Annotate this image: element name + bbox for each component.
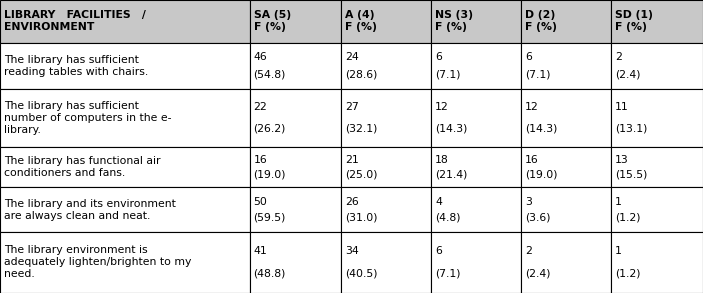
- Text: (2.4): (2.4): [525, 268, 550, 278]
- Bar: [0, 232, 250, 293]
- Text: (59.5): (59.5): [254, 212, 286, 223]
- Bar: [341, 0, 431, 43]
- Bar: [431, 187, 521, 232]
- Bar: [0, 43, 250, 89]
- Text: (14.3): (14.3): [525, 123, 557, 133]
- Text: 6: 6: [435, 52, 441, 62]
- Bar: [521, 146, 611, 187]
- Text: (21.4): (21.4): [435, 169, 467, 179]
- Bar: [521, 0, 611, 43]
- Text: 16: 16: [254, 154, 267, 165]
- Bar: [431, 89, 521, 146]
- Text: 50: 50: [254, 197, 267, 207]
- Bar: [431, 43, 521, 89]
- Bar: [341, 232, 431, 293]
- Text: 41: 41: [254, 246, 267, 256]
- Text: A (4)
F (%): A (4) F (%): [345, 10, 377, 32]
- Text: (14.3): (14.3): [435, 123, 467, 133]
- Text: SA (5)
F (%): SA (5) F (%): [254, 10, 290, 32]
- Bar: [250, 232, 341, 293]
- Text: The library and its environment
are always clean and neat.: The library and its environment are alwa…: [4, 199, 176, 221]
- Text: (15.5): (15.5): [615, 169, 647, 179]
- Text: (19.0): (19.0): [525, 169, 557, 179]
- Text: (48.8): (48.8): [254, 268, 286, 278]
- Text: SD (1)
F (%): SD (1) F (%): [615, 10, 653, 32]
- Text: The library has sufficient
number of computers in the e-
library.: The library has sufficient number of com…: [4, 101, 172, 135]
- Bar: [0, 187, 250, 232]
- Text: (7.1): (7.1): [435, 69, 460, 79]
- Bar: [341, 89, 431, 146]
- Text: 2: 2: [525, 246, 531, 256]
- Text: 6: 6: [435, 246, 441, 256]
- Text: 13: 13: [615, 154, 628, 165]
- Text: 1: 1: [615, 197, 621, 207]
- Text: 12: 12: [435, 103, 449, 113]
- Text: (3.6): (3.6): [525, 212, 550, 223]
- Bar: [250, 0, 341, 43]
- Text: 3: 3: [525, 197, 531, 207]
- Bar: [611, 232, 703, 293]
- Text: (19.0): (19.0): [254, 169, 286, 179]
- Bar: [611, 146, 703, 187]
- Text: (2.4): (2.4): [615, 69, 640, 79]
- Text: (32.1): (32.1): [345, 123, 378, 133]
- Bar: [611, 89, 703, 146]
- Bar: [0, 89, 250, 146]
- Text: 1: 1: [615, 246, 621, 256]
- Text: 16: 16: [525, 154, 538, 165]
- Bar: [250, 89, 341, 146]
- Text: 26: 26: [345, 197, 359, 207]
- Text: 22: 22: [254, 103, 267, 113]
- Text: LIBRARY   FACILITIES   /
ENVIRONMENT: LIBRARY FACILITIES / ENVIRONMENT: [4, 10, 146, 32]
- Bar: [0, 146, 250, 187]
- Bar: [341, 146, 431, 187]
- Text: (40.5): (40.5): [345, 268, 378, 278]
- Bar: [611, 43, 703, 89]
- Text: The library environment is
adequately lighten/brighten to my
need.: The library environment is adequately li…: [4, 246, 191, 280]
- Bar: [521, 187, 611, 232]
- Text: 34: 34: [345, 246, 359, 256]
- Text: (54.8): (54.8): [254, 69, 286, 79]
- Bar: [341, 43, 431, 89]
- Bar: [431, 146, 521, 187]
- Bar: [521, 89, 611, 146]
- Text: The library has sufficient
reading tables with chairs.: The library has sufficient reading table…: [4, 55, 148, 77]
- Text: (7.1): (7.1): [435, 268, 460, 278]
- Bar: [250, 43, 341, 89]
- Text: 27: 27: [345, 103, 359, 113]
- Text: 11: 11: [615, 103, 628, 113]
- Text: (4.8): (4.8): [435, 212, 460, 223]
- Bar: [431, 232, 521, 293]
- Text: D (2)
F (%): D (2) F (%): [525, 10, 557, 32]
- Text: 21: 21: [345, 154, 359, 165]
- Text: 24: 24: [345, 52, 359, 62]
- Text: (13.1): (13.1): [615, 123, 647, 133]
- Text: (1.2): (1.2): [615, 268, 640, 278]
- Bar: [521, 232, 611, 293]
- Text: (31.0): (31.0): [345, 212, 378, 223]
- Bar: [0, 0, 250, 43]
- Text: NS (3)
F (%): NS (3) F (%): [435, 10, 473, 32]
- Bar: [341, 187, 431, 232]
- Text: 46: 46: [254, 52, 267, 62]
- Text: The library has functional air
conditioners and fans.: The library has functional air condition…: [4, 156, 160, 178]
- Bar: [250, 187, 341, 232]
- Text: 18: 18: [435, 154, 449, 165]
- Bar: [611, 187, 703, 232]
- Bar: [521, 43, 611, 89]
- Text: (26.2): (26.2): [254, 123, 286, 133]
- Text: (28.6): (28.6): [345, 69, 378, 79]
- Text: (25.0): (25.0): [345, 169, 378, 179]
- Bar: [611, 0, 703, 43]
- Text: (1.2): (1.2): [615, 212, 640, 223]
- Text: 4: 4: [435, 197, 441, 207]
- Bar: [250, 146, 341, 187]
- Text: 2: 2: [615, 52, 621, 62]
- Text: 12: 12: [525, 103, 538, 113]
- Text: 6: 6: [525, 52, 531, 62]
- Text: (7.1): (7.1): [525, 69, 550, 79]
- Bar: [431, 0, 521, 43]
